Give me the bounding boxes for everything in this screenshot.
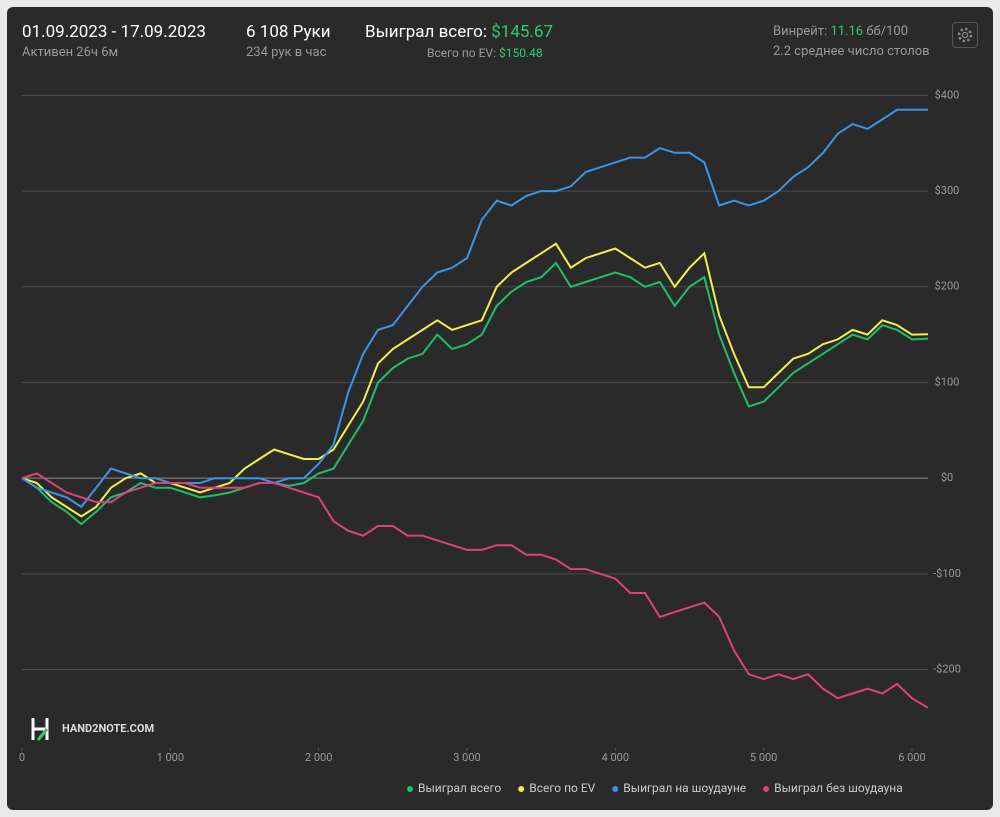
hands-per-hour: 234 рук в час xyxy=(246,45,327,60)
value: $145.67 xyxy=(491,22,554,42)
legend-label: Выиграл без шоудауна xyxy=(774,781,903,795)
label: Выиграл всего: xyxy=(365,22,487,42)
y-tick-label: $200 xyxy=(935,280,960,293)
y-tick-label: $300 xyxy=(935,184,960,197)
value: $150.48 xyxy=(498,46,543,60)
legend-label: Всего по EV xyxy=(529,781,595,795)
panel xyxy=(7,7,993,810)
legend-label: Выиграл на шоудауне xyxy=(623,781,746,795)
x-tick-label: 6 000 xyxy=(898,751,925,764)
x-tick-label: 4 000 xyxy=(602,751,629,764)
legend-marker xyxy=(612,786,619,792)
series-line xyxy=(21,242,929,518)
legend-marker xyxy=(407,786,413,792)
x-tick-label: 3 000 xyxy=(453,751,480,764)
legend-marker xyxy=(763,786,770,792)
series-line xyxy=(21,472,929,709)
label: Винрейт: xyxy=(773,24,828,39)
x-tick-label: 1 000 xyxy=(157,751,184,764)
y-tick-label: $100 xyxy=(935,375,960,388)
legend-item: Выиграл всего xyxy=(407,781,501,795)
tables: 2.2 среднее число столов xyxy=(773,44,930,59)
logo: HAND2NOTE.COM xyxy=(31,718,154,741)
active-time: Активен 26ч 6м xyxy=(22,45,119,60)
legend-item: Выиграл без шоудауна xyxy=(763,781,903,795)
legend-label: Выиграл всего xyxy=(418,781,501,795)
gear-icon xyxy=(957,27,973,43)
logo-text: HAND2NOTE.COM xyxy=(62,722,154,735)
x-tick-label: 0 xyxy=(19,751,25,764)
legend-item: Выиграл на шоудауне xyxy=(612,781,746,795)
y-tick-label: $0 xyxy=(941,471,953,484)
value: 11.16 xyxy=(830,24,864,39)
legend-item: Всего по EV xyxy=(518,781,596,795)
dates: 01.09.2023 - 17.09.2023 xyxy=(22,22,206,42)
y-tick-label: $400 xyxy=(935,88,960,101)
settings-button[interactable] xyxy=(952,22,978,48)
ev-total: Всего по EV: $150.48 xyxy=(427,46,543,60)
x-tick-label: 5 000 xyxy=(750,751,777,764)
x-tick-label: 2 000 xyxy=(305,751,332,764)
series-line xyxy=(21,261,929,526)
y-tick-label: -$200 xyxy=(933,662,961,675)
label: Всего по EV: xyxy=(427,46,496,60)
y-tick-label: -$100 xyxy=(933,567,961,580)
legend-marker xyxy=(518,786,525,792)
hands: 6 108 Руки xyxy=(246,22,331,42)
series-line xyxy=(21,108,928,509)
won-total: Выиграл всего: $145.67 xyxy=(365,22,553,42)
winrate: Винрейт: 11.16 бб/100 xyxy=(773,24,908,39)
unit: бб/100 xyxy=(866,24,908,39)
